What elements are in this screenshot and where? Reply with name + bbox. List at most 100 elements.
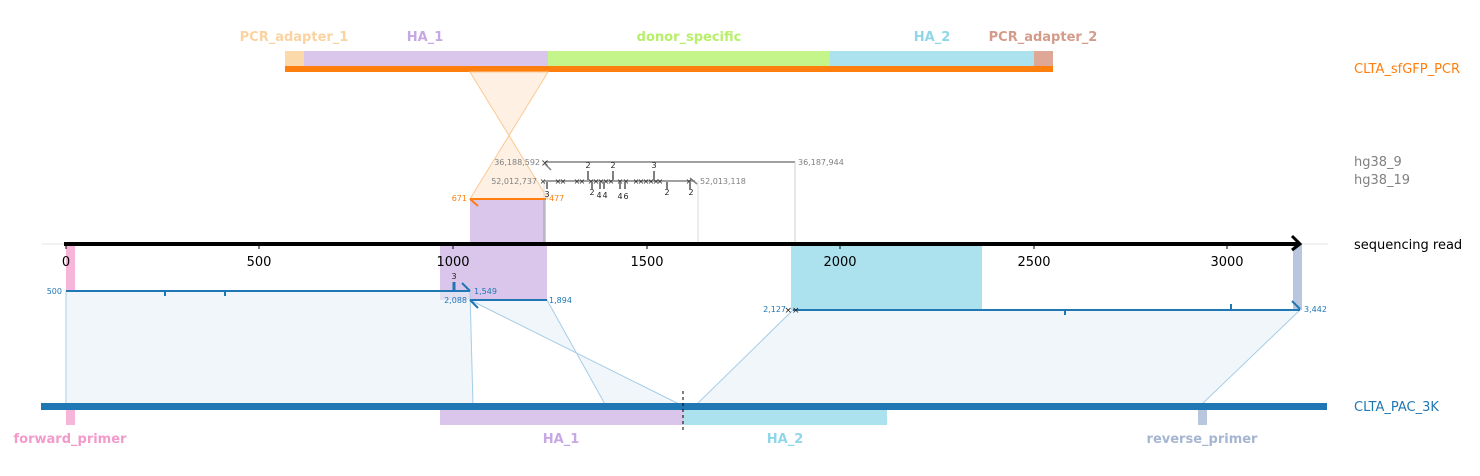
pac-reference-bar — [41, 403, 1327, 410]
pac-feature-label-reverse-primer: reverse_primer — [1147, 432, 1259, 447]
pac-feature-forward-primer — [66, 406, 75, 425]
hg38-19-indel-ticks — [546, 171, 691, 189]
hg38-9-alignment: 36,188,592 36,187,944 × — [494, 158, 844, 244]
hg38-19-mismatch-markers: × × × × × × × × × × × × × × × × × × × — [540, 177, 693, 186]
mismatch-marker: × — [555, 177, 562, 186]
pac-alignment-2-right-coord: 1,894 — [549, 296, 572, 305]
mismatch-marker: × — [608, 177, 615, 186]
pac-alignment-1: 3 500 1,549 — [47, 272, 497, 296]
pcr-alignment-pointer — [469, 198, 479, 207]
pac-alignment-1-pointer — [461, 282, 471, 292]
sequencing-read-label: sequencing read — [1354, 238, 1462, 253]
pac-projection-2 — [469, 299, 684, 407]
mismatch-marker: × — [623, 177, 630, 186]
pac-feature-label-forward-primer: forward_primer — [14, 432, 128, 447]
hg38-19-end-coord: 52,013,118 — [700, 177, 746, 186]
hg38-9-start-marker: × — [541, 158, 549, 169]
mismatch-marker: × — [648, 177, 655, 186]
indel-label: 2 — [589, 188, 594, 197]
pcr-feature-ha-1 — [304, 51, 548, 67]
mismatch-marker: × — [617, 177, 624, 186]
pcr-feature-label-ha-2: HA_2 — [914, 30, 951, 45]
pcr-alignment-start-coord: 671 — [452, 194, 467, 203]
mismatch-marker: × — [603, 177, 610, 186]
mismatch-marker: × — [593, 177, 600, 186]
pcr-reference-bar — [285, 66, 1053, 72]
pcr-feature-donor-specific — [548, 51, 830, 67]
pac-feature-label-ha-2: HA_2 — [767, 432, 804, 447]
hg38-19-alignment: 52,012,737 52,013,118 × × × × × × × × × … — [491, 161, 746, 244]
hg38-19-label: hg38_19 — [1354, 173, 1410, 188]
pac-feature-label-ha-1: HA_1 — [543, 432, 580, 447]
mismatch-marker: × — [633, 177, 640, 186]
pcr-feature-pcr-adapter-2 — [1034, 51, 1053, 67]
pac-alignment-3: ×× 2,127 3,442 — [763, 300, 1327, 316]
mismatch-marker: × — [657, 177, 664, 186]
read-axis-ticks: 0 500 1000 1500 2000 2500 3000 — [62, 244, 1244, 270]
hg38-9-label: hg38_9 — [1354, 155, 1402, 170]
mismatch-marker: × — [540, 177, 547, 186]
hg38-19-indel-labels: 2 2 3 3 2 4 4 4 6 2 2 — [544, 161, 693, 201]
mismatch-marker: × — [653, 177, 660, 186]
pac-alignment-2: 2,088 1,894 — [444, 296, 572, 309]
pcr-feature-label-pcr-adapter-2: PCR_adapter_2 — [989, 30, 1098, 45]
read-highlight-reverse-primer — [1293, 245, 1302, 310]
indel-label: 4 — [617, 192, 622, 201]
mismatch-marker: × — [588, 177, 595, 186]
axis-tick-label: 1500 — [630, 255, 663, 270]
pcr-feature-ha-2 — [830, 51, 1034, 67]
pac-reference: forward_primer HA_1 HA_2 reverse_primer … — [14, 391, 1439, 447]
pcr-feature-pcr-adapter-1 — [285, 51, 304, 67]
hg38-9-end-coord: 36,187,944 — [798, 158, 844, 167]
pac-feature-ha-2 — [683, 406, 887, 425]
mismatch-marker: × — [686, 177, 693, 186]
indel-label: 2 — [610, 161, 615, 170]
indel-label: 3 — [544, 190, 549, 199]
indel-label: 4 — [602, 191, 607, 200]
pac-feature-ha-1 — [440, 406, 683, 425]
pac-alignment-3-pointer — [1291, 300, 1301, 310]
mismatch-marker: × — [574, 177, 581, 186]
axis-tick-label: 500 — [247, 255, 272, 270]
indel-label: 2 — [585, 161, 590, 170]
pac-projection-1 — [65, 290, 474, 407]
pcr-reference: PCR_adapter_1 HA_1 donor_specific HA_2 P… — [240, 30, 1460, 77]
hg38-19-start-coord: 52,012,737 — [491, 177, 537, 186]
axis-tick-label: 1000 — [436, 255, 469, 270]
pac-projection-3 — [693, 309, 1302, 407]
pcr-feature-label-donor-specific: donor_specific — [637, 30, 742, 45]
mismatch-marker: × — [643, 177, 650, 186]
pac-alignment-3-right-coord: 3,442 — [1304, 305, 1327, 314]
read-feature-highlights — [66, 245, 1302, 310]
pcr-reference-label: CLTA_sfGFP_PCR — [1354, 62, 1460, 77]
indel-label: 3 — [651, 161, 656, 170]
axis-tick-label: 2000 — [823, 255, 856, 270]
indel-label: 2 — [688, 188, 693, 197]
pcr-feature-label-ha-1: HA_1 — [407, 30, 444, 45]
read-highlight-forward-primer — [66, 245, 75, 291]
pac-projections — [65, 290, 1302, 407]
indel-label: 2 — [664, 188, 669, 197]
sequencing-read-arrowhead — [1290, 234, 1303, 252]
pac-alignment-2-pointer — [469, 299, 479, 309]
indel-label: 4 — [596, 191, 601, 200]
indel-label: 6 — [623, 192, 628, 201]
pcr-alignment: 671 477 — [452, 194, 564, 244]
pcr-alignment-end-coord: 477 — [549, 194, 564, 203]
hg38-9-pointer — [544, 163, 552, 171]
read-highlight-ha-2 — [791, 245, 982, 310]
axis-tick-label: 0 — [62, 255, 70, 270]
axis-tick-label: 2500 — [1017, 255, 1050, 270]
pac-alignment-3-mismatch-marker: ×× — [784, 306, 799, 316]
axis-tick-label: 3000 — [1210, 255, 1243, 270]
pcr-alignment-ha-1-region — [470, 199, 546, 244]
pac-alignment-1-left-coord: 500 — [47, 287, 62, 296]
mismatch-marker: × — [638, 177, 645, 186]
pac-alignment-1-right-coord: 1,549 — [474, 287, 497, 296]
pcr-feature-label-pcr-adapter-1: PCR_adapter_1 — [240, 30, 349, 45]
pac-alignment-1-indel-label: 3 — [451, 272, 456, 281]
pac-alignment-2-left-coord: 2,088 — [444, 296, 467, 305]
mismatch-marker: × — [598, 177, 605, 186]
pac-reference-label: CLTA_PAC_3K — [1354, 400, 1439, 415]
